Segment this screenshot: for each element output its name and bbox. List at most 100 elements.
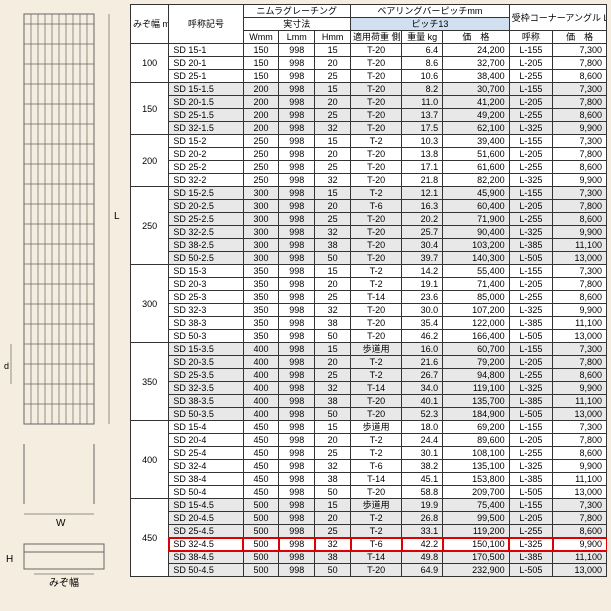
cell: 12.1 [402, 187, 443, 200]
cell: 7,800 [553, 57, 607, 70]
cell: 170,500 [443, 551, 510, 564]
table-row: SD 32-225099832T-2021.882,200L-3259,900 [131, 174, 607, 187]
cell: T-20 [351, 213, 402, 226]
cell: L-385 [509, 317, 552, 330]
cell: 38 [315, 551, 351, 564]
cell: 7,300 [553, 265, 607, 278]
cell: 9,900 [553, 538, 607, 551]
cell: 62,100 [443, 122, 510, 135]
table-row: 350SD 15-3.540099815歩道用16.060,700L-1557,… [131, 343, 607, 356]
cell: 69,200 [443, 421, 510, 434]
hdr-tekiyo: 適用荷重 側溝 [351, 31, 402, 44]
label-d: d [4, 361, 9, 371]
cell: 45.1 [402, 473, 443, 486]
cell: 32 [315, 122, 351, 135]
cell: 184,900 [443, 408, 510, 421]
cell: 15 [315, 265, 351, 278]
cell: 42.2 [402, 538, 443, 551]
cell: 20 [315, 148, 351, 161]
cell: 99,500 [443, 512, 510, 525]
cell: 998 [279, 395, 315, 408]
cell: T-20 [351, 44, 402, 57]
cell: 8,600 [553, 109, 607, 122]
table-row: SD 20-1.520099820T-2011.041,200L-2057,80… [131, 96, 607, 109]
cell: SD 25-2.5 [169, 213, 243, 226]
spec-table-container: みぞ幅 mm 呼称記号 ニムラグレーチング ベアリングバーピッチmm 受枠コーナ… [130, 4, 607, 607]
cell: 11,100 [553, 317, 607, 330]
cell: 14.2 [402, 265, 443, 278]
cell: 25 [315, 291, 351, 304]
cell: SD 15-3.5 [169, 343, 243, 356]
cell: 200 [243, 83, 279, 96]
cell: 250 [243, 135, 279, 148]
cell: 20 [315, 434, 351, 447]
cell: 21.8 [402, 174, 443, 187]
table-row: SD 25-335099825T-1423.685,000L-2558,600 [131, 291, 607, 304]
cell: 998 [279, 96, 315, 109]
table-row: SD 20-2.530099820T-616.360,400L-2057,800 [131, 200, 607, 213]
cell: 998 [279, 83, 315, 96]
cell: 15 [315, 499, 351, 512]
label-h: H [6, 554, 13, 565]
cell: 998 [279, 421, 315, 434]
cell: 9,900 [553, 382, 607, 395]
table-row: SD 25-4.550099825T-233.1119,200L-2558,60… [131, 525, 607, 538]
cell: 9,900 [553, 226, 607, 239]
grating-diagram: L d W H みぞ幅 [4, 4, 124, 604]
table-row: SD 32-335099832T-2030.0107,200L-3259,900 [131, 304, 607, 317]
cell: 8,600 [553, 369, 607, 382]
table-row: 200SD 15-225099815T-210.339,400L-1557,30… [131, 135, 607, 148]
cell: 17.1 [402, 161, 443, 174]
cell: 500 [243, 525, 279, 538]
cell: 350 [243, 278, 279, 291]
cell: 998 [279, 447, 315, 460]
cell: SD 50-2.5 [169, 252, 243, 265]
cell: 32 [315, 538, 351, 551]
table-row: 450SD 15-4.550099815歩道用19.975,400L-1557,… [131, 499, 607, 512]
table-row: 300SD 15-335099815T-214.255,400L-1557,30… [131, 265, 607, 278]
cell: 75,400 [443, 499, 510, 512]
cell: 7,800 [553, 96, 607, 109]
cell: T-14 [351, 473, 402, 486]
cell: 998 [279, 538, 315, 551]
cell: 49.8 [402, 551, 443, 564]
cell: 歩道用 [351, 343, 402, 356]
cell: SD 20-2 [169, 148, 243, 161]
cell: T-20 [351, 122, 402, 135]
cell: SD 25-2 [169, 161, 243, 174]
cell: SD 20-1 [169, 57, 243, 70]
table-row: SD 38-445099838T-1445.1153,800L-38511,10… [131, 473, 607, 486]
cell: 122,000 [443, 317, 510, 330]
cell: 140,300 [443, 252, 510, 265]
cell: L-325 [509, 382, 552, 395]
cell: T-20 [351, 57, 402, 70]
cell: T-2 [351, 135, 402, 148]
table-row: SD 38-2.530099838T-2030.4103,200L-38511,… [131, 239, 607, 252]
cell: 7,300 [553, 135, 607, 148]
cell: L-205 [509, 512, 552, 525]
cell: 350 [243, 317, 279, 330]
cell: 998 [279, 278, 315, 291]
cell: 40.1 [402, 395, 443, 408]
cell: 998 [279, 525, 315, 538]
label-l: L [114, 211, 120, 222]
cell: 450 [243, 421, 279, 434]
cell: L-255 [509, 369, 552, 382]
cell: L-255 [509, 213, 552, 226]
cell: 38,400 [443, 70, 510, 83]
cell: SD 38-3.5 [169, 395, 243, 408]
cell: 7,300 [553, 44, 607, 57]
cell: 歩道用 [351, 499, 402, 512]
cell: L-385 [509, 473, 552, 486]
cell: 998 [279, 44, 315, 57]
cell: 7,800 [553, 148, 607, 161]
cell: SD 32-2 [169, 174, 243, 187]
cell: 450 [243, 434, 279, 447]
mizo-cell: 400 [131, 421, 169, 499]
cell: 13,000 [553, 564, 607, 577]
technical-diagram: L d W H みぞ幅 [4, 4, 124, 607]
cell: L-155 [509, 265, 552, 278]
cell: L-255 [509, 291, 552, 304]
cell: 250 [243, 174, 279, 187]
cell: L-155 [509, 135, 552, 148]
